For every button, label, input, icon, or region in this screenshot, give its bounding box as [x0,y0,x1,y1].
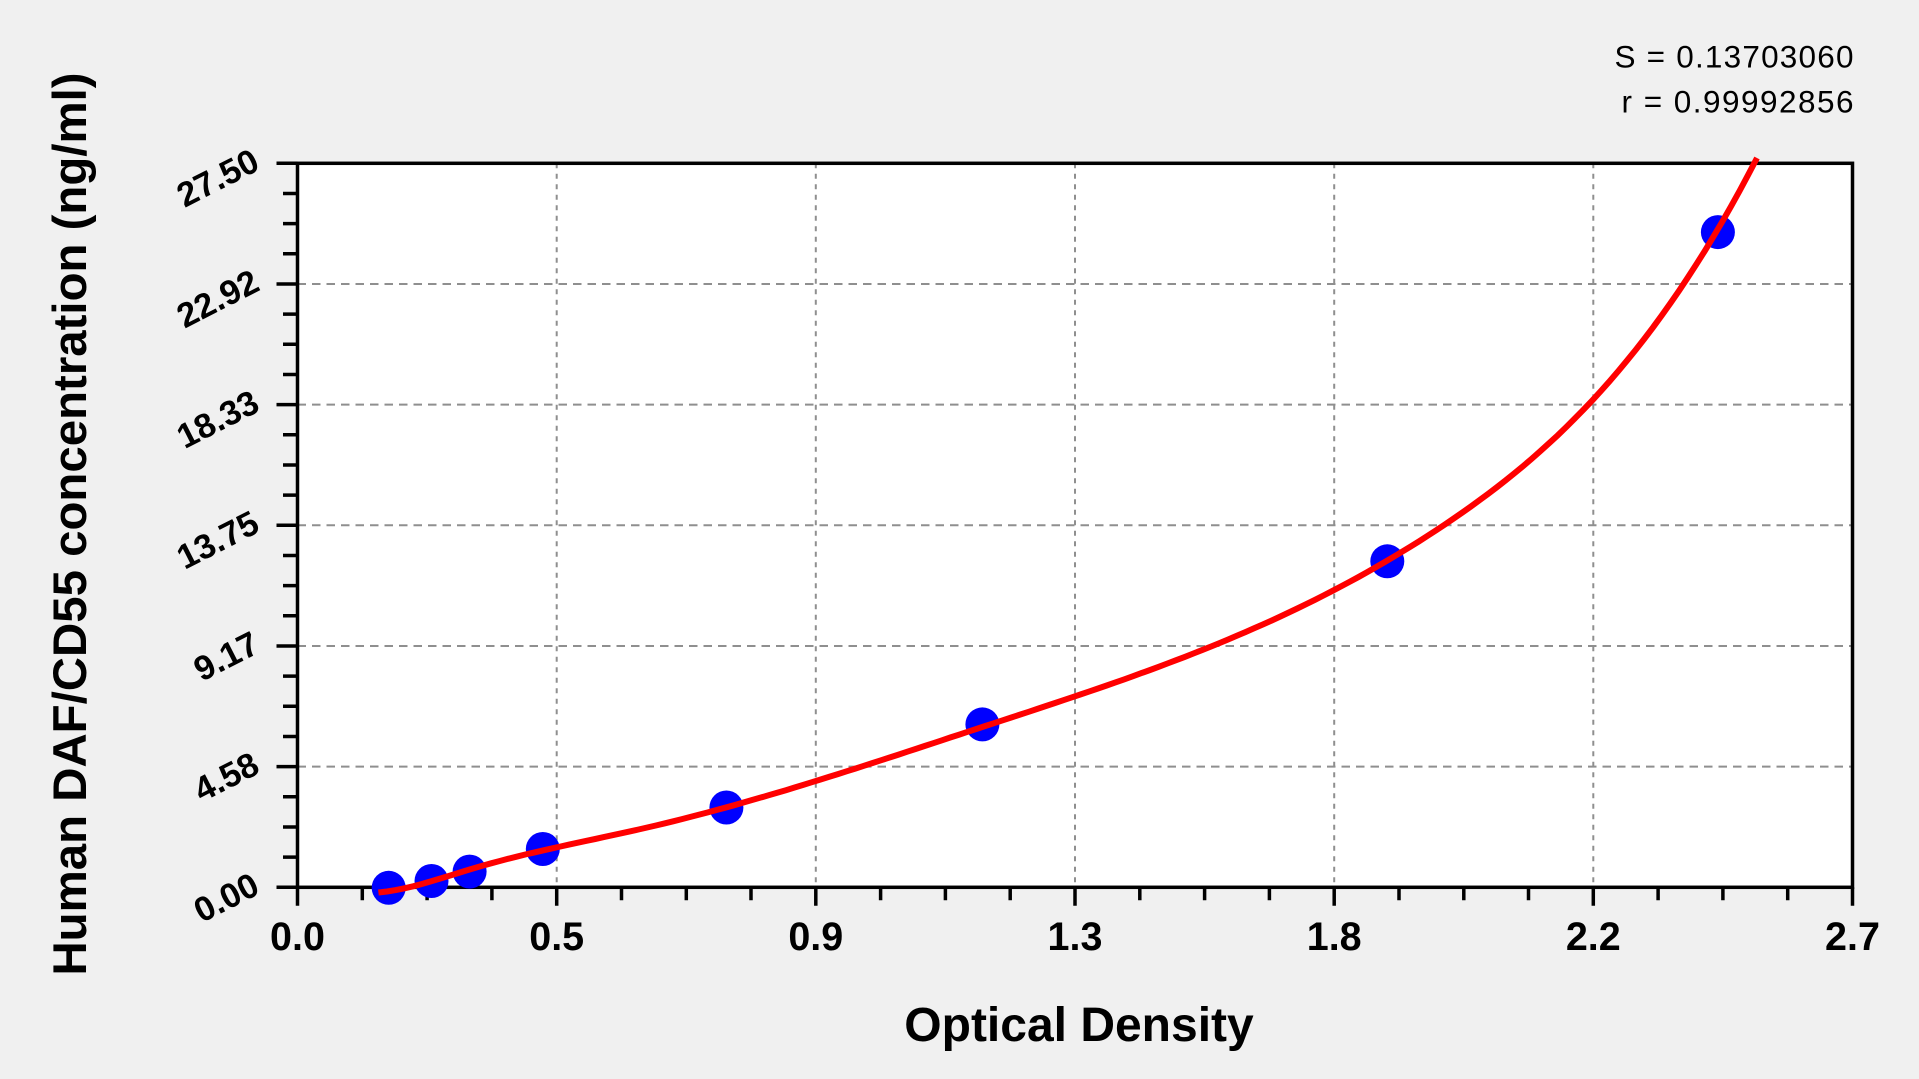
svg-text:S = 0.13703060: S = 0.13703060 [1615,38,1854,74]
svg-text:9.17: 9.17 [188,625,265,689]
svg-text:18.33: 18.33 [171,383,265,456]
svg-text:0.00: 0.00 [188,866,265,930]
svg-text:2.2: 2.2 [1566,915,1621,959]
svg-text:0.5: 0.5 [529,915,584,959]
svg-text:Human DAF/CD55 concentration (: Human DAF/CD55 concentration (ng/ml) [44,72,97,975]
svg-text:1.3: 1.3 [1048,915,1103,959]
svg-text:Optical Density: Optical Density [904,999,1254,1052]
svg-text:22.92: 22.92 [171,263,265,336]
svg-text:13.75: 13.75 [171,504,265,577]
svg-text:0.0: 0.0 [270,915,325,959]
svg-text:r = 0.99992856: r = 0.99992856 [1622,83,1854,119]
svg-text:2.7: 2.7 [1825,915,1880,959]
svg-text:4.58: 4.58 [188,745,265,809]
svg-text:27.50: 27.50 [171,142,265,215]
svg-text:0.9: 0.9 [788,915,843,959]
svg-text:1.8: 1.8 [1307,915,1362,959]
